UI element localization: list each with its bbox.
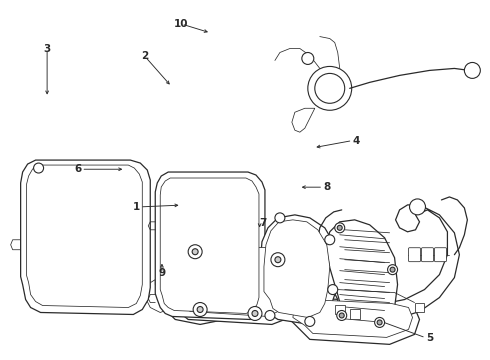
Circle shape [335,223,345,233]
Circle shape [337,225,342,230]
Circle shape [265,310,275,320]
Polygon shape [165,237,248,324]
Text: 10: 10 [174,19,189,29]
Circle shape [248,306,262,320]
Polygon shape [264,220,330,318]
Text: 8: 8 [323,182,330,192]
Polygon shape [160,178,259,314]
Circle shape [305,316,315,327]
Polygon shape [26,165,142,307]
Circle shape [377,320,382,325]
Circle shape [465,62,480,78]
FancyBboxPatch shape [435,248,446,262]
Polygon shape [145,280,170,312]
Circle shape [390,267,395,272]
Text: 6: 6 [74,164,81,174]
Circle shape [193,302,207,316]
Polygon shape [21,160,150,315]
Circle shape [192,249,198,255]
Circle shape [34,163,44,173]
Polygon shape [326,220,397,328]
Circle shape [275,257,281,263]
Text: 5: 5 [426,333,433,343]
Circle shape [388,265,397,275]
Text: 9: 9 [158,268,166,278]
Circle shape [337,310,347,320]
Circle shape [188,245,202,259]
Bar [350,310,360,319]
Circle shape [302,53,314,64]
Polygon shape [155,172,265,319]
Text: 1: 1 [133,202,140,212]
Circle shape [275,213,285,223]
Circle shape [271,253,285,267]
Text: 2: 2 [141,51,148,61]
Polygon shape [324,205,460,321]
Text: 3: 3 [44,44,51,54]
Polygon shape [168,240,290,324]
FancyBboxPatch shape [421,248,434,262]
Circle shape [410,199,425,215]
Circle shape [339,313,344,318]
Circle shape [197,306,203,312]
Polygon shape [292,108,315,132]
Polygon shape [176,246,282,316]
Circle shape [325,235,335,245]
FancyBboxPatch shape [409,248,420,262]
Text: 7: 7 [260,218,267,228]
Polygon shape [293,300,413,337]
Circle shape [308,67,352,110]
Circle shape [315,73,345,103]
Circle shape [252,310,258,316]
Polygon shape [260,215,338,324]
Bar [415,302,424,312]
Circle shape [375,318,385,328]
Bar [335,305,345,315]
Text: 4: 4 [352,136,360,145]
Circle shape [328,285,338,294]
Polygon shape [288,298,419,345]
